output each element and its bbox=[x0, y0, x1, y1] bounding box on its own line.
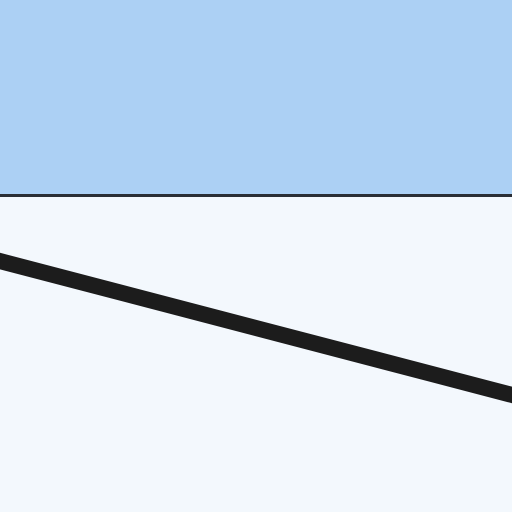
body-area bbox=[0, 197, 512, 512]
connector-line[interactable] bbox=[0, 252, 512, 404]
header-divider bbox=[0, 194, 512, 197]
header-band bbox=[0, 0, 512, 194]
